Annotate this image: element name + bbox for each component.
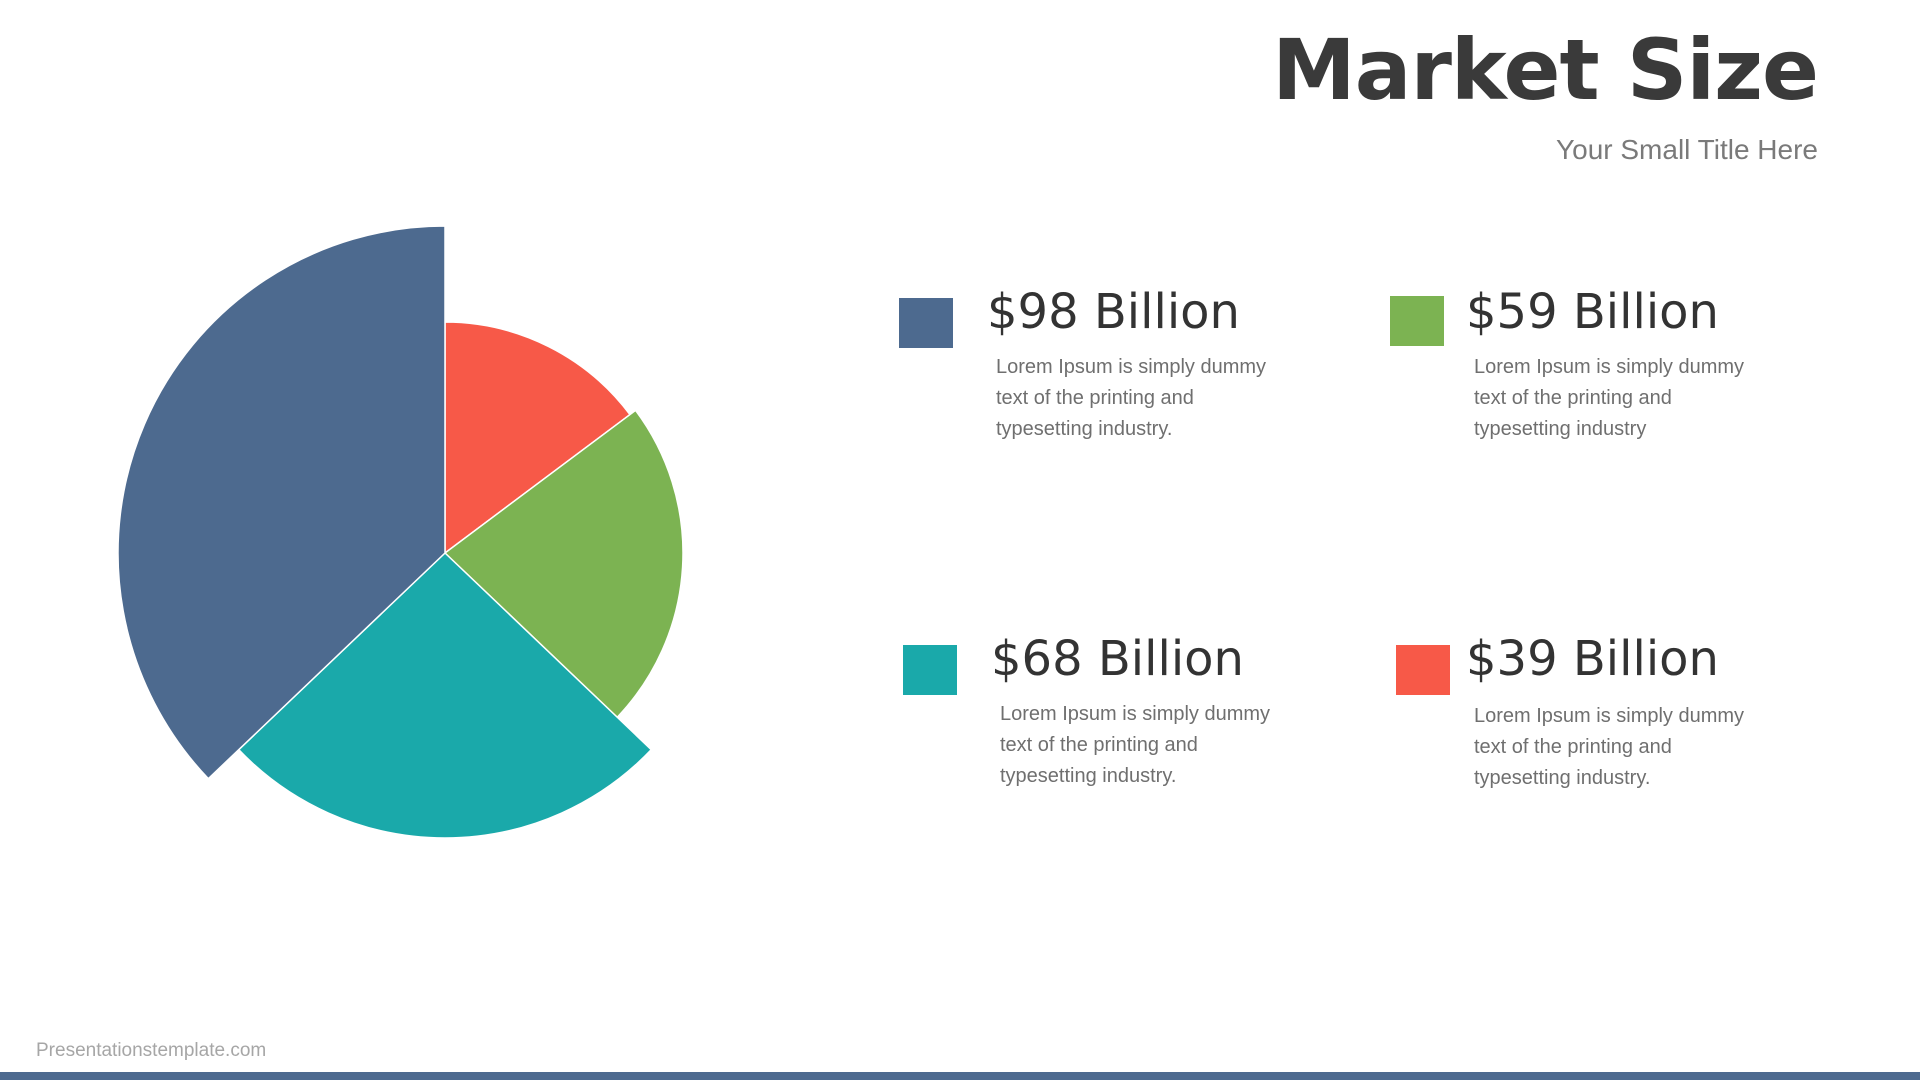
footer-credit: Presentationstemplate.com (36, 1040, 267, 1061)
legend-description: Lorem Ipsum is simply dummy text of the … (1000, 703, 1271, 787)
legend-swatch-red (1396, 645, 1450, 695)
legend-value: $59 Billion (1466, 284, 1719, 340)
legend-item-59-billion: $59 Billion Lorem Ipsum is simply dummy … (1390, 284, 1790, 452)
legend-item-39-billion: $39 Billion Lorem Ipsum is simply dummy … (1396, 631, 1796, 799)
legend-item-68-billion: $68 Billion Lorem Ipsum is simply dummy … (903, 631, 1303, 799)
legend-item-98-billion: $98 Billion Lorem Ipsum is simply dummy … (899, 284, 1299, 452)
legend-description: Lorem Ipsum is simply dummy text of the … (1474, 356, 1745, 440)
pie-chart-container (0, 0, 800, 1000)
legend-swatch-teal (903, 645, 957, 695)
footer-bar (0, 1072, 1920, 1080)
legend-value: $98 Billion (987, 284, 1240, 340)
pie-slice-39-billion (444, 321, 631, 555)
slide-title: Market Size (1272, 21, 1819, 119)
pie-slice-98-billion (117, 225, 446, 780)
legend-description: Lorem Ipsum is simply dummy text of the … (996, 356, 1267, 440)
slide-subtitle: Your Small Title Here (1556, 134, 1818, 165)
legend-swatch-green (1390, 296, 1444, 346)
pie-slice-68-billion (237, 551, 653, 839)
legend-description: Lorem Ipsum is simply dummy text of the … (1474, 705, 1745, 789)
legend-value: $68 Billion (991, 631, 1244, 687)
legend-value: $39 Billion (1466, 631, 1719, 687)
pie-slice-59-billion (443, 409, 684, 719)
pie-chart (117, 225, 684, 839)
legend-swatch-blue (899, 298, 953, 348)
